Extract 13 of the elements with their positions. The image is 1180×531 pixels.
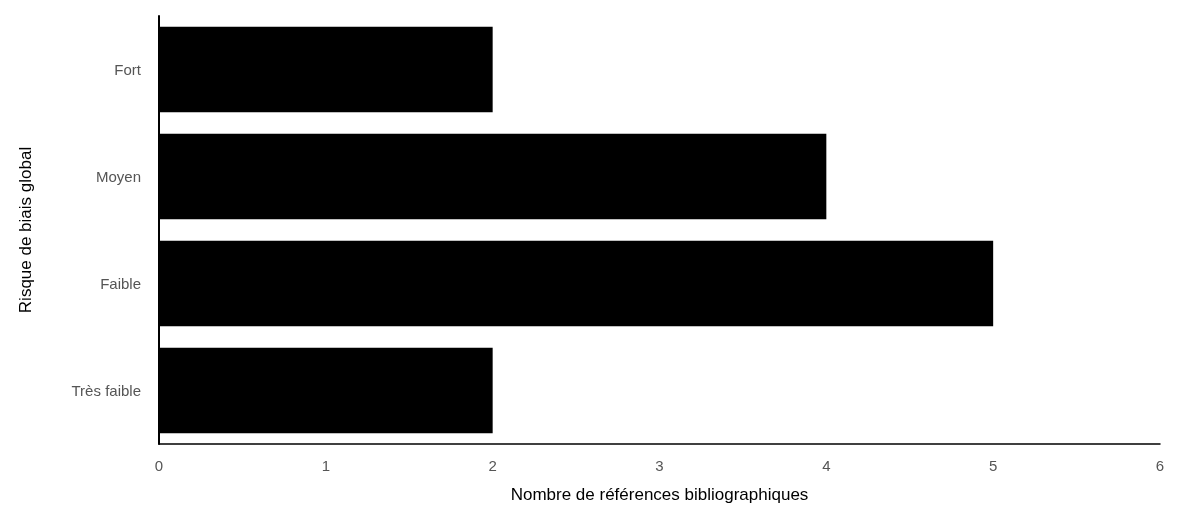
y-tick-label: Moyen — [95, 168, 141, 185]
x-tick-label: 3 — [655, 457, 664, 474]
x-tick-label: 1 — [321, 457, 331, 474]
y-tick-label: Très faible — [71, 382, 141, 399]
x-tick-label: 0 — [154, 457, 164, 474]
x-tick-label: 2 — [488, 457, 497, 474]
x-tick-label: 4 — [822, 457, 831, 474]
x-axis-title: Nombre de références bibliographiques — [510, 485, 809, 504]
x-tick-label: 6 — [1155, 457, 1165, 474]
y-axis-title: Risque de biais global — [16, 146, 35, 314]
y-tick-label: Faible — [100, 275, 141, 292]
x-tick-label: 5 — [988, 457, 998, 474]
y-tick-label: Fort — [114, 61, 142, 78]
